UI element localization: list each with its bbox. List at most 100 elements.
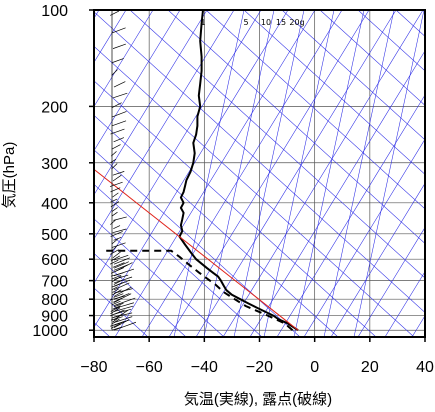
wind-barb bbox=[110, 10, 120, 16]
wind-barb bbox=[113, 225, 121, 230]
wind-barb bbox=[110, 128, 125, 135]
wind-barb bbox=[113, 309, 129, 321]
wind-barb bbox=[113, 316, 133, 323]
y-tick-label: 900 bbox=[41, 309, 68, 326]
adiabat-line bbox=[94, 45, 415, 337]
adiabat-line bbox=[167, 10, 425, 244]
wind-barb bbox=[113, 312, 133, 318]
x-tick-label: −20 bbox=[246, 359, 273, 376]
adiabat-line bbox=[94, 149, 301, 337]
x-ticks: −80 −60 −40 −20 0 20 40 bbox=[80, 337, 434, 376]
adiabat-line bbox=[319, 10, 425, 106]
wind-barb bbox=[112, 171, 125, 176]
wind-barb bbox=[111, 207, 118, 212]
isotherm-line bbox=[411, 315, 425, 337]
wind-barb bbox=[113, 302, 135, 309]
y-tick-label: 600 bbox=[41, 252, 68, 269]
wind-barb bbox=[111, 102, 122, 109]
mixing-ratio-line bbox=[293, 10, 365, 337]
mixing-ratio-label: 20g bbox=[289, 18, 304, 27]
y-tick-label: 200 bbox=[41, 99, 68, 116]
isotherm-line bbox=[94, 10, 154, 107]
wind-barb bbox=[113, 262, 133, 273]
wind-barb bbox=[113, 261, 129, 269]
isotherm-line bbox=[114, 10, 316, 337]
wind-barb bbox=[111, 238, 119, 245]
wind-barb bbox=[112, 297, 122, 303]
isotherm-line bbox=[94, 10, 289, 328]
wind-barb bbox=[113, 288, 133, 294]
adiabat-line bbox=[94, 11, 425, 313]
wind-barb bbox=[113, 276, 133, 284]
y-tick-label: 400 bbox=[41, 196, 68, 213]
wind-barb bbox=[110, 231, 123, 237]
adiabat-layer bbox=[94, 10, 425, 337]
mixing-ratio-line bbox=[173, 10, 245, 337]
isotherm-line bbox=[94, 10, 181, 152]
mixing-ratio-label: 15 bbox=[276, 18, 286, 27]
wind-barb bbox=[113, 305, 134, 312]
wind-barb bbox=[111, 274, 122, 280]
wind-barb bbox=[112, 251, 121, 259]
y-tick-label: 1000 bbox=[32, 323, 68, 340]
mixing-ratio-label: 5 bbox=[243, 18, 248, 27]
series-line-parcel bbox=[94, 168, 299, 331]
series-line-solid bbox=[178, 10, 299, 332]
mixing-ratio-labels: 1 5 10 15 20g bbox=[200, 18, 304, 27]
isotherm-line bbox=[276, 94, 425, 337]
adiabat-line bbox=[94, 114, 339, 337]
wind-barb bbox=[109, 249, 119, 255]
wind-barb bbox=[113, 137, 125, 143]
wind-barb bbox=[110, 219, 116, 225]
x-tick-label: −80 bbox=[80, 359, 107, 376]
wind-barb bbox=[113, 279, 131, 287]
x-tick-label: −60 bbox=[136, 359, 163, 376]
isotherm-line bbox=[330, 182, 425, 337]
x-tick-label: −40 bbox=[191, 359, 218, 376]
isotherm-line bbox=[384, 271, 425, 337]
y-tick-label: 700 bbox=[41, 274, 68, 291]
adiabat-line bbox=[94, 184, 263, 337]
wind-barb bbox=[113, 282, 130, 291]
y-axis-title: 気圧(hPa) bbox=[1, 142, 18, 209]
wind-barb bbox=[111, 111, 127, 118]
wind-barb bbox=[111, 69, 118, 76]
wind-barb bbox=[113, 293, 124, 298]
wind-barb bbox=[113, 92, 128, 99]
wind-barb bbox=[113, 297, 136, 306]
mixing-ratio-line bbox=[203, 10, 275, 337]
mixing-ratio-label: 10 bbox=[261, 18, 271, 27]
wind-barb bbox=[112, 300, 121, 305]
wind-barb bbox=[112, 228, 127, 234]
isotherm-line bbox=[249, 50, 425, 337]
wind-barb bbox=[111, 275, 122, 283]
wind-barb bbox=[112, 43, 126, 49]
adiabat-line bbox=[281, 10, 425, 141]
wind-barb bbox=[110, 158, 117, 164]
wind-barb bbox=[113, 293, 130, 300]
x-axis-title: 気温(実線), 露点(破線) bbox=[184, 391, 332, 408]
wind-barb bbox=[111, 120, 127, 127]
adiabat-line bbox=[243, 10, 425, 175]
wind-barb bbox=[113, 293, 132, 303]
adiabat-line bbox=[357, 10, 425, 72]
wind-barb bbox=[113, 274, 129, 280]
x-tick-label: 40 bbox=[416, 359, 434, 376]
wind-barb bbox=[112, 174, 122, 182]
adiabat-line bbox=[94, 218, 225, 337]
isotherm-line bbox=[303, 138, 425, 337]
wind-barb bbox=[113, 81, 126, 88]
series-line-dashed bbox=[102, 249, 294, 331]
mixing-ratio-label: 1 bbox=[200, 18, 205, 27]
grid-layer bbox=[94, 10, 425, 337]
wind-barb bbox=[112, 58, 124, 63]
isotherm-line bbox=[195, 10, 397, 337]
isotherm-line bbox=[357, 226, 425, 337]
wind-barb bbox=[113, 302, 124, 308]
wind-barb bbox=[111, 286, 118, 291]
mixing-ratio-line bbox=[323, 10, 395, 337]
wind-barb bbox=[112, 262, 125, 268]
wind-barb bbox=[113, 216, 127, 221]
